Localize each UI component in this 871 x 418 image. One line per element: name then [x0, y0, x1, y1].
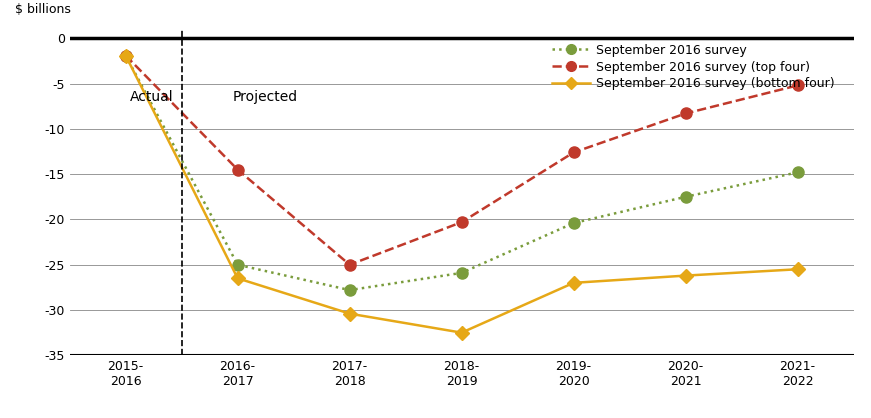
- Text: Actual: Actual: [130, 90, 173, 104]
- Text: Projected: Projected: [233, 90, 298, 104]
- Text: $ billions: $ billions: [15, 3, 71, 16]
- Legend: September 2016 survey, September 2016 survey (top four), September 2016 survey (: September 2016 survey, September 2016 su…: [547, 39, 840, 95]
